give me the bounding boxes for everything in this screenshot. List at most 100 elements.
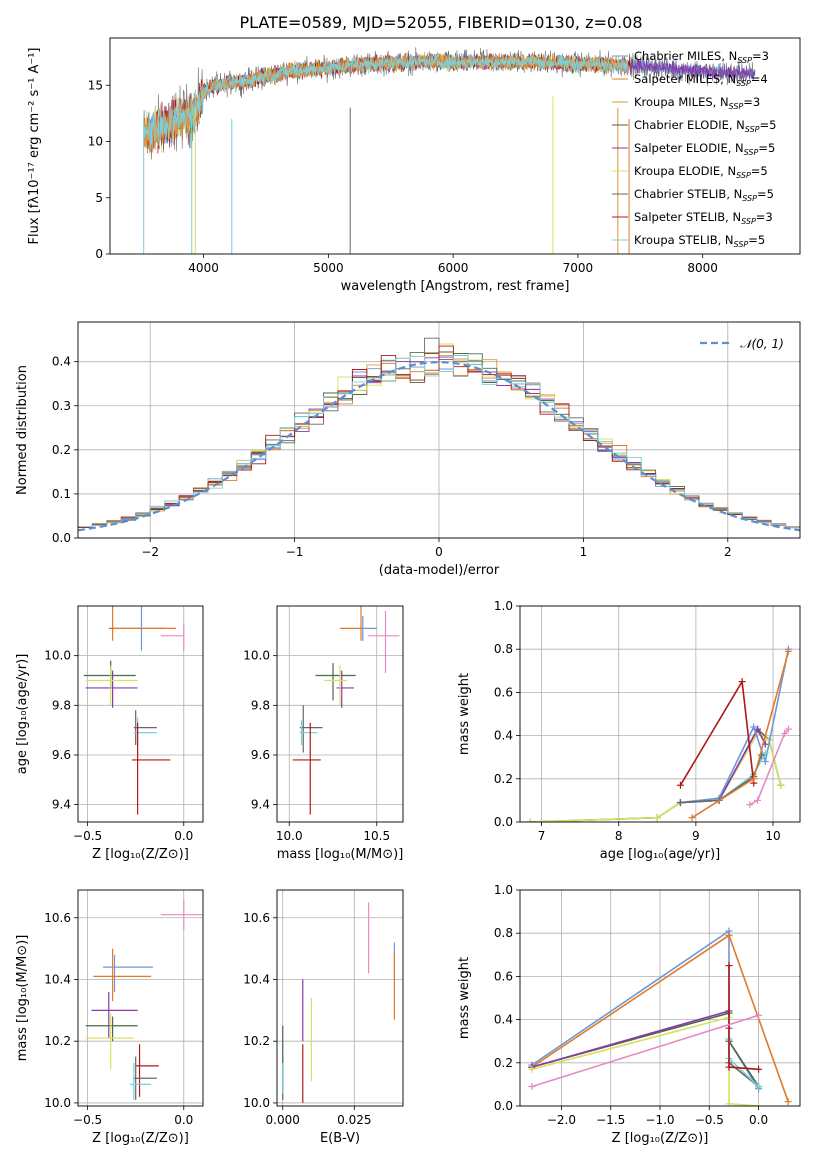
y-tick-label: 0.4 [52,355,71,369]
grid-weight_vs_Z [520,889,800,1107]
y-axis-label: Normed distribution [15,365,30,495]
x-tick-label: 8 [615,829,623,843]
weight-marker [528,1065,536,1073]
weight-marker [676,781,684,789]
axes-frame [77,321,801,539]
weight-marker [526,818,534,822]
weight-marker [750,775,758,783]
y-tick-label: 15 [88,78,103,92]
data-point [85,1016,138,1042]
y-tick-label: 0.3 [52,399,71,413]
legend-entry: Chabrier STELIB, NSSP=5 [634,187,774,203]
panel-age_vs_mass: 10.0 10.5 9.4 9.6 9.8 10.0 mass [log₁₀(M/M⊙)] [243,605,404,862]
weight-marker [653,814,661,822]
legend-entry: Kroupa ELODIE, NSSP=5 [634,164,768,180]
data-point [85,670,138,708]
x-axis-label: E(B-V) [320,1131,360,1146]
weight-marker [755,1102,763,1106]
y-tick-label: 0.4 [494,1013,513,1027]
y-tick-label: 10.0 [44,649,71,663]
weight-series [691,651,790,819]
weight-marker [738,678,746,686]
grid-mass_vs_Z [78,890,203,1106]
weight-marker [725,931,733,939]
x-tick-label: −0.5 [73,1113,102,1127]
panel-mass_vs_EBV: 0.000 0.025 10.0 10.2 10.4 10.6 E(B-V) [243,889,404,1146]
weight-marker [761,749,769,757]
normal-reference-curve [78,360,800,532]
legend-entry: Kroupa STELIB, NSSP=5 [634,233,765,249]
x-tick-label: 8000 [687,261,718,275]
x-tick-label: 10 [765,829,780,843]
y-tick-label: 0.2 [494,1056,513,1070]
legend-entry: Kroupa MILES, NSSP=3 [634,95,760,111]
y-tick-label: 9.6 [251,748,270,762]
x-tick-label: −2 [141,545,159,559]
y-tick-label: 9.8 [52,698,71,712]
weight-series [531,929,760,1090]
weight-marker [777,781,785,789]
weight-marker [755,1065,763,1073]
data-point [129,1062,152,1100]
x-axis-label: wavelength [Angstrom, rest frame] [341,279,570,294]
y-tick-label: 0.6 [494,969,513,983]
axes-frame [519,889,801,1107]
x-tick-label: 0.0 [174,829,193,843]
y-tick-label: 0.0 [52,531,71,545]
x-axis-label: age [log₁₀(age/yr)] [600,847,721,862]
y-tick-label: 0.8 [494,642,513,656]
weight-marker [784,1098,792,1106]
x-tick-label: 0 [435,545,443,559]
weight-marker [746,801,754,809]
weight-marker [784,725,792,733]
y-tick-label: 0.0 [494,815,513,829]
y-tick-label: 0 [95,247,103,261]
y-tick-label: 0.2 [494,772,513,786]
legend-entry: Salpeter ELODIE, NSSP=5 [634,141,775,157]
axes-frame [519,605,801,823]
x-tick-label: −1 [286,545,304,559]
x-tick-label: −1.0 [645,1113,674,1127]
data-point [324,665,347,706]
y-tick-label: 9.4 [52,798,71,812]
x-tick-label: 0.025 [337,1113,371,1127]
y-tick-label: 0.8 [494,926,513,940]
axes-frame [276,605,404,823]
y-tick-label: 10.4 [243,972,270,986]
data-point [93,948,152,1002]
data-point [85,1013,134,1069]
x-tick-label: 1 [580,545,588,559]
grid-age_vs_mass [277,606,403,822]
weight-series [529,727,782,822]
y-tick-label: 0.1 [52,487,71,501]
data-point [133,1056,157,1100]
legend-entry: Salpeter STELIB, NSSP=3 [634,210,773,226]
weight-marker [725,1063,733,1071]
x-axis-label: Z [log₁₀(Z/Z⊙)] [612,1131,709,1146]
x-tick-label: −1.5 [596,1113,625,1127]
grid-mass_vs_EBV [277,890,403,1106]
y-tick-label: 1.0 [494,883,513,897]
x-tick-label: 7 [538,829,546,843]
y-axis-label: mass weight [457,673,472,755]
x-tick-label: −2.0 [547,1113,576,1127]
weight-series [531,1016,759,1106]
x-tick-label: 2 [724,545,732,559]
data-point [83,660,136,688]
data-point [160,899,203,931]
y-tick-label: 1.0 [494,599,513,613]
y-tick-label: 10.6 [243,911,270,925]
plot-area-spectrum [143,47,756,254]
data-point [315,663,356,701]
data-point [299,720,318,746]
x-tick-label: 0.000 [266,1113,300,1127]
y-tick-label: 10.0 [243,649,270,663]
weight-marker [725,962,733,970]
weight-series [679,679,755,786]
legend-entry: Salpeter MILES, NSSP=4 [634,72,768,88]
weight-marker [528,1083,536,1091]
spectrum-line [143,53,629,150]
weight-marker [750,723,758,731]
y-tick-label: 5 [95,191,103,205]
